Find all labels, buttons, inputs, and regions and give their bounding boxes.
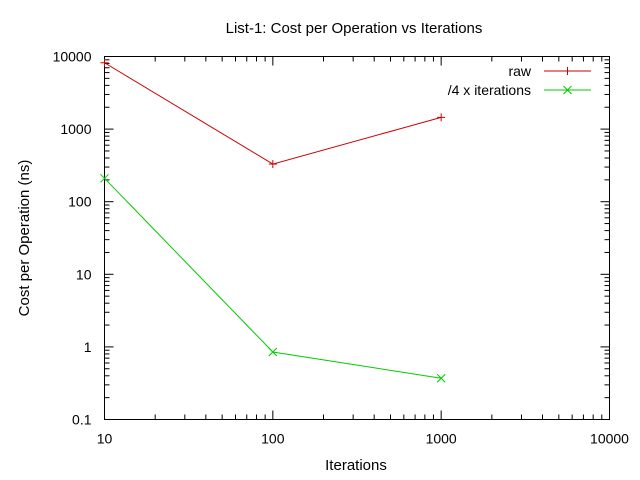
y-tick-label: 10 xyxy=(76,266,92,282)
legend: raw/4 x iterations xyxy=(448,63,591,98)
chart-title: List-1: Cost per Operation vs Iterations xyxy=(226,20,483,37)
series-2-point xyxy=(268,347,278,357)
series-1-point xyxy=(268,160,277,169)
y-tick-label: 100 xyxy=(68,194,92,210)
series-1-point xyxy=(100,58,109,67)
x-tick-label: 10 xyxy=(97,431,113,447)
x-axis: 10 100 1000 10000 xyxy=(97,56,629,447)
series-1-line xyxy=(104,62,442,165)
legend-label: /4 x iterations xyxy=(448,82,531,98)
series-1-point xyxy=(437,113,446,122)
legend-marker xyxy=(563,67,572,75)
x-axis-label: Iterations xyxy=(325,457,387,474)
x-tick-label: 1000 xyxy=(426,431,457,447)
y-tick-label: 10000 xyxy=(53,49,92,65)
y-tick-label: 1 xyxy=(84,339,92,355)
plot-frame xyxy=(104,56,610,420)
x-tick-label: 100 xyxy=(261,431,285,447)
y-tick-label: 1000 xyxy=(60,121,91,137)
y-axis-label: Cost per Operation (ns) xyxy=(16,160,33,317)
legend-marker xyxy=(563,85,572,95)
x-tick-label: 10000 xyxy=(590,431,629,447)
y-tick-label: 0.1 xyxy=(72,412,92,428)
series-2-point xyxy=(436,373,446,383)
series-layer xyxy=(100,58,446,383)
series-2-line xyxy=(104,177,442,379)
legend-label: raw xyxy=(508,63,531,79)
y-axis: 0.1 1 10 100 1000 10000 xyxy=(53,49,610,428)
series-2-point xyxy=(100,173,109,183)
